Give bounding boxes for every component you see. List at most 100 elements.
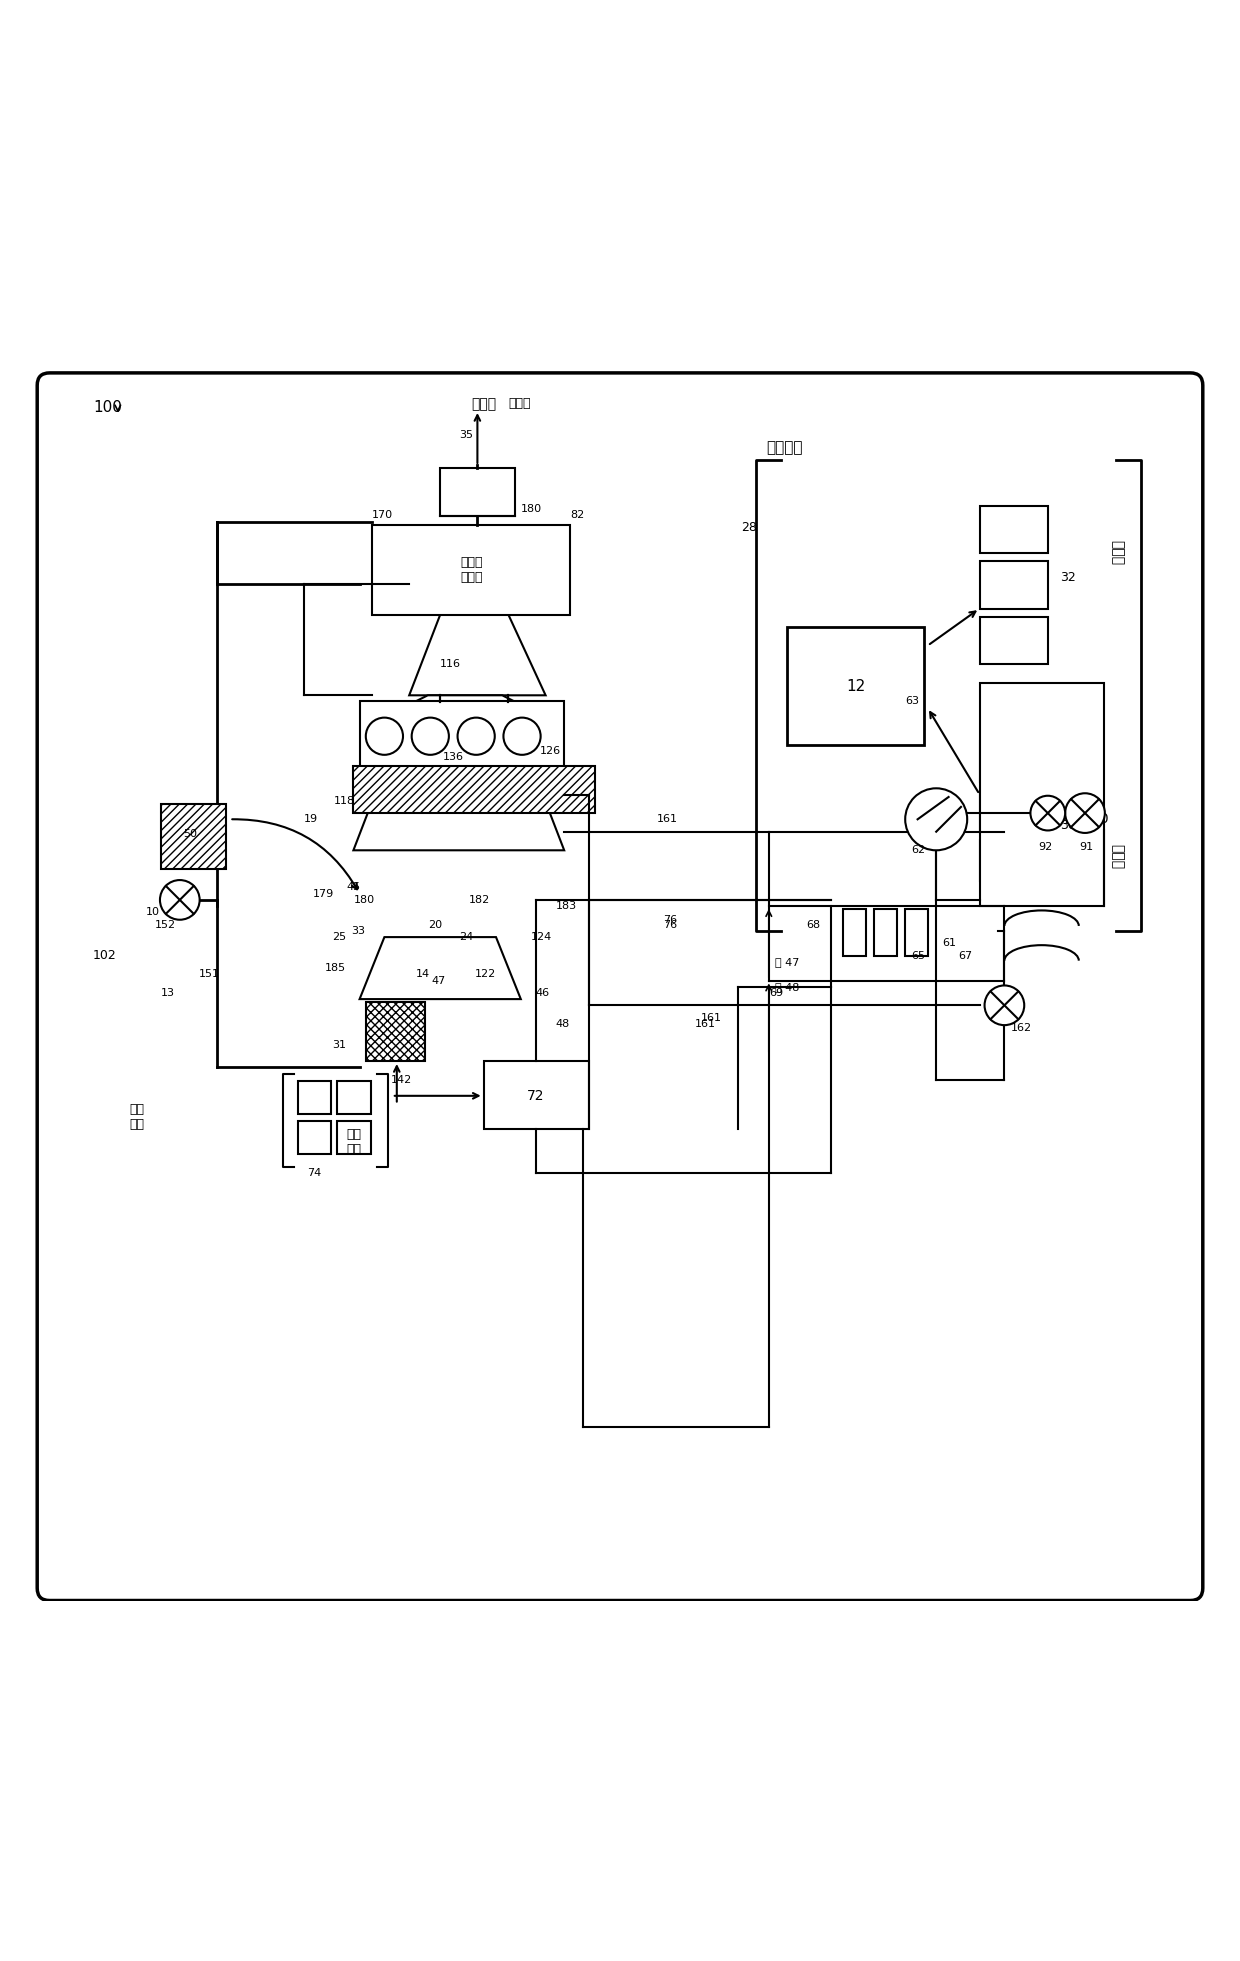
Text: 14: 14 bbox=[415, 969, 429, 979]
Text: 100: 100 bbox=[93, 400, 122, 416]
FancyBboxPatch shape bbox=[37, 373, 1203, 1600]
FancyBboxPatch shape bbox=[440, 469, 515, 516]
Text: 63: 63 bbox=[905, 696, 919, 706]
Circle shape bbox=[503, 718, 541, 755]
Text: 161: 161 bbox=[701, 1012, 722, 1024]
Text: 10: 10 bbox=[146, 908, 160, 918]
Text: 35: 35 bbox=[459, 429, 472, 439]
Text: 161: 161 bbox=[657, 814, 678, 824]
Text: 136: 136 bbox=[443, 753, 464, 763]
Text: 控制系统: 控制系统 bbox=[766, 439, 802, 455]
Text: 28: 28 bbox=[742, 522, 758, 535]
Polygon shape bbox=[415, 696, 515, 702]
Circle shape bbox=[1030, 796, 1065, 830]
Text: 116: 116 bbox=[440, 659, 461, 669]
Text: 致动器: 致动器 bbox=[1110, 539, 1123, 565]
FancyBboxPatch shape bbox=[980, 506, 1048, 553]
FancyBboxPatch shape bbox=[980, 682, 1104, 906]
Text: 65: 65 bbox=[911, 951, 925, 961]
Text: 来自
大气: 来自 大气 bbox=[346, 1128, 361, 1155]
Text: 至 47: 至 47 bbox=[775, 957, 800, 967]
FancyBboxPatch shape bbox=[353, 767, 595, 814]
FancyBboxPatch shape bbox=[980, 790, 1048, 831]
FancyBboxPatch shape bbox=[337, 1081, 371, 1114]
Text: 82: 82 bbox=[570, 510, 584, 520]
Text: 72: 72 bbox=[527, 1088, 544, 1102]
FancyBboxPatch shape bbox=[298, 1081, 331, 1114]
Text: 162: 162 bbox=[1011, 1022, 1032, 1033]
Text: 161: 161 bbox=[694, 1020, 715, 1030]
FancyBboxPatch shape bbox=[980, 618, 1048, 665]
FancyBboxPatch shape bbox=[905, 908, 928, 955]
Text: 74: 74 bbox=[308, 1167, 321, 1179]
FancyBboxPatch shape bbox=[980, 741, 1048, 782]
Text: 183: 183 bbox=[556, 902, 577, 912]
Text: 33: 33 bbox=[351, 926, 365, 935]
Text: 至大气: 至大气 bbox=[508, 398, 531, 410]
Text: 25: 25 bbox=[332, 931, 346, 941]
Text: 170: 170 bbox=[372, 510, 393, 520]
FancyBboxPatch shape bbox=[787, 628, 924, 745]
Text: 76: 76 bbox=[663, 914, 677, 926]
Text: 24: 24 bbox=[459, 931, 472, 941]
Text: 151: 151 bbox=[198, 969, 219, 979]
Text: 12: 12 bbox=[846, 679, 866, 694]
Text: 32: 32 bbox=[1060, 571, 1076, 584]
FancyBboxPatch shape bbox=[298, 1120, 331, 1155]
Text: 62: 62 bbox=[911, 845, 925, 855]
Text: 61: 61 bbox=[942, 937, 956, 949]
Text: 50: 50 bbox=[184, 830, 197, 839]
FancyBboxPatch shape bbox=[360, 702, 564, 771]
Text: 102: 102 bbox=[93, 949, 117, 963]
Polygon shape bbox=[353, 771, 564, 851]
Text: 45: 45 bbox=[346, 882, 360, 892]
Polygon shape bbox=[360, 937, 521, 998]
FancyBboxPatch shape bbox=[874, 908, 897, 955]
Text: 19: 19 bbox=[304, 814, 317, 824]
Text: 至大气: 至大气 bbox=[471, 396, 496, 412]
Text: 179: 179 bbox=[312, 888, 334, 898]
Text: 124: 124 bbox=[531, 931, 552, 941]
Text: 180: 180 bbox=[521, 504, 542, 514]
Circle shape bbox=[412, 718, 449, 755]
Circle shape bbox=[985, 986, 1024, 1026]
Circle shape bbox=[366, 718, 403, 755]
Text: 185: 185 bbox=[325, 963, 346, 973]
Text: 152: 152 bbox=[155, 920, 176, 930]
Text: 76: 76 bbox=[663, 920, 677, 930]
Text: 180: 180 bbox=[353, 894, 374, 904]
Circle shape bbox=[905, 788, 967, 851]
Circle shape bbox=[1065, 794, 1105, 833]
Text: 68: 68 bbox=[806, 920, 820, 930]
Text: 122: 122 bbox=[475, 969, 496, 979]
Text: 142: 142 bbox=[391, 1075, 412, 1084]
Text: 20: 20 bbox=[428, 920, 441, 930]
Text: 传感器: 传感器 bbox=[1110, 843, 1123, 869]
Circle shape bbox=[160, 880, 200, 920]
Text: 13: 13 bbox=[161, 988, 175, 998]
Text: 至 48: 至 48 bbox=[775, 982, 800, 992]
FancyBboxPatch shape bbox=[337, 1120, 371, 1155]
Circle shape bbox=[458, 718, 495, 755]
Text: 69: 69 bbox=[769, 988, 782, 998]
Text: 67: 67 bbox=[959, 951, 972, 961]
Text: 92: 92 bbox=[1038, 841, 1052, 851]
Text: 126: 126 bbox=[539, 745, 560, 757]
Text: 46: 46 bbox=[536, 988, 549, 998]
FancyBboxPatch shape bbox=[980, 561, 1048, 608]
Text: 182: 182 bbox=[469, 894, 490, 904]
FancyBboxPatch shape bbox=[161, 804, 226, 869]
Text: 30: 30 bbox=[1060, 820, 1076, 831]
Text: 91: 91 bbox=[1079, 841, 1092, 851]
Text: 60: 60 bbox=[1091, 812, 1109, 826]
Text: 48: 48 bbox=[556, 1020, 569, 1030]
Text: 118: 118 bbox=[334, 796, 355, 806]
FancyBboxPatch shape bbox=[372, 526, 570, 614]
FancyBboxPatch shape bbox=[980, 841, 1048, 880]
Text: 31: 31 bbox=[332, 1039, 346, 1049]
Polygon shape bbox=[409, 614, 546, 696]
Text: 排放控
制装置: 排放控 制装置 bbox=[460, 557, 482, 584]
FancyBboxPatch shape bbox=[843, 908, 866, 955]
Text: 47: 47 bbox=[432, 975, 445, 986]
FancyBboxPatch shape bbox=[366, 1002, 425, 1061]
